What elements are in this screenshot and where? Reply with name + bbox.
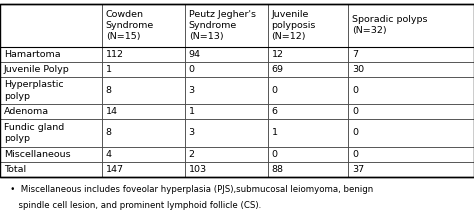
Text: Hyperplastic
polyp: Hyperplastic polyp — [4, 81, 64, 101]
Bar — [268, 119, 348, 147]
Bar — [102, 77, 185, 104]
Text: 0: 0 — [352, 107, 358, 116]
Text: 88: 88 — [272, 165, 283, 174]
Text: 7: 7 — [352, 50, 358, 59]
Bar — [185, 119, 268, 147]
Text: 1: 1 — [189, 107, 195, 116]
Bar — [102, 119, 185, 147]
Bar — [0, 47, 102, 62]
Text: 0: 0 — [352, 128, 358, 137]
Bar — [268, 62, 348, 77]
Text: 37: 37 — [352, 165, 365, 174]
Text: 0: 0 — [272, 86, 278, 95]
Text: Juvenile Polyp: Juvenile Polyp — [4, 65, 70, 74]
Bar — [185, 62, 268, 77]
Text: 1: 1 — [272, 128, 278, 137]
Text: Peutz Jegher's
Syndrome
(N=13): Peutz Jegher's Syndrome (N=13) — [189, 10, 255, 41]
Text: 12: 12 — [272, 50, 283, 59]
Bar — [185, 162, 268, 177]
Bar — [268, 104, 348, 119]
Bar — [102, 4, 185, 47]
Bar — [185, 47, 268, 62]
Text: Adenoma: Adenoma — [4, 107, 49, 116]
Bar — [348, 162, 474, 177]
Bar — [0, 4, 102, 47]
Bar — [185, 4, 268, 47]
Bar — [0, 104, 102, 119]
Text: Cowden
Syndrome
(N=15): Cowden Syndrome (N=15) — [106, 10, 154, 41]
Bar — [268, 147, 348, 162]
Text: Sporadic polyps
(N=32): Sporadic polyps (N=32) — [352, 15, 428, 36]
Bar — [102, 162, 185, 177]
Bar — [102, 147, 185, 162]
Text: 14: 14 — [106, 107, 118, 116]
Text: Juvenile
polyposis
(N=12): Juvenile polyposis (N=12) — [272, 10, 316, 41]
Bar — [0, 147, 102, 162]
Text: 112: 112 — [106, 50, 124, 59]
Text: 4: 4 — [106, 150, 112, 159]
Bar — [0, 62, 102, 77]
Text: 94: 94 — [189, 50, 201, 59]
Text: 3: 3 — [189, 128, 195, 137]
Text: 1: 1 — [106, 65, 112, 74]
Text: 8: 8 — [106, 128, 112, 137]
Text: 0: 0 — [352, 86, 358, 95]
Text: 2: 2 — [189, 150, 195, 159]
Text: •  Miscellaneous includes foveolar hyperplasia (PJS),submucosal leiomyoma, benig: • Miscellaneous includes foveolar hyperp… — [2, 185, 374, 194]
Bar — [268, 162, 348, 177]
Bar — [348, 104, 474, 119]
Text: 3: 3 — [189, 86, 195, 95]
Text: spindle cell lesion, and prominent lymphoid follicle (CS).: spindle cell lesion, and prominent lymph… — [2, 201, 262, 210]
Bar — [102, 104, 185, 119]
Bar — [348, 147, 474, 162]
Text: 69: 69 — [272, 65, 283, 74]
Bar — [268, 77, 348, 104]
Text: 0: 0 — [352, 150, 358, 159]
Text: Miscellaneous: Miscellaneous — [4, 150, 71, 159]
Bar — [268, 47, 348, 62]
Text: 8: 8 — [106, 86, 112, 95]
Bar — [348, 77, 474, 104]
Text: 147: 147 — [106, 165, 124, 174]
Bar — [348, 4, 474, 47]
Text: 0: 0 — [272, 150, 278, 159]
Text: 0: 0 — [189, 65, 195, 74]
Bar — [0, 77, 102, 104]
Bar — [0, 162, 102, 177]
Text: Fundic gland
polyp: Fundic gland polyp — [4, 123, 64, 143]
Bar — [0, 4, 474, 177]
Text: Hamartoma: Hamartoma — [4, 50, 60, 59]
Bar — [348, 47, 474, 62]
Text: 6: 6 — [272, 107, 278, 116]
Bar — [348, 119, 474, 147]
Text: Total: Total — [4, 165, 26, 174]
Bar — [185, 77, 268, 104]
Bar — [185, 147, 268, 162]
Bar — [102, 47, 185, 62]
Text: 30: 30 — [352, 65, 365, 74]
Bar — [185, 104, 268, 119]
Text: 103: 103 — [189, 165, 207, 174]
Bar — [102, 62, 185, 77]
Bar — [268, 4, 348, 47]
Bar — [0, 119, 102, 147]
Bar — [348, 62, 474, 77]
